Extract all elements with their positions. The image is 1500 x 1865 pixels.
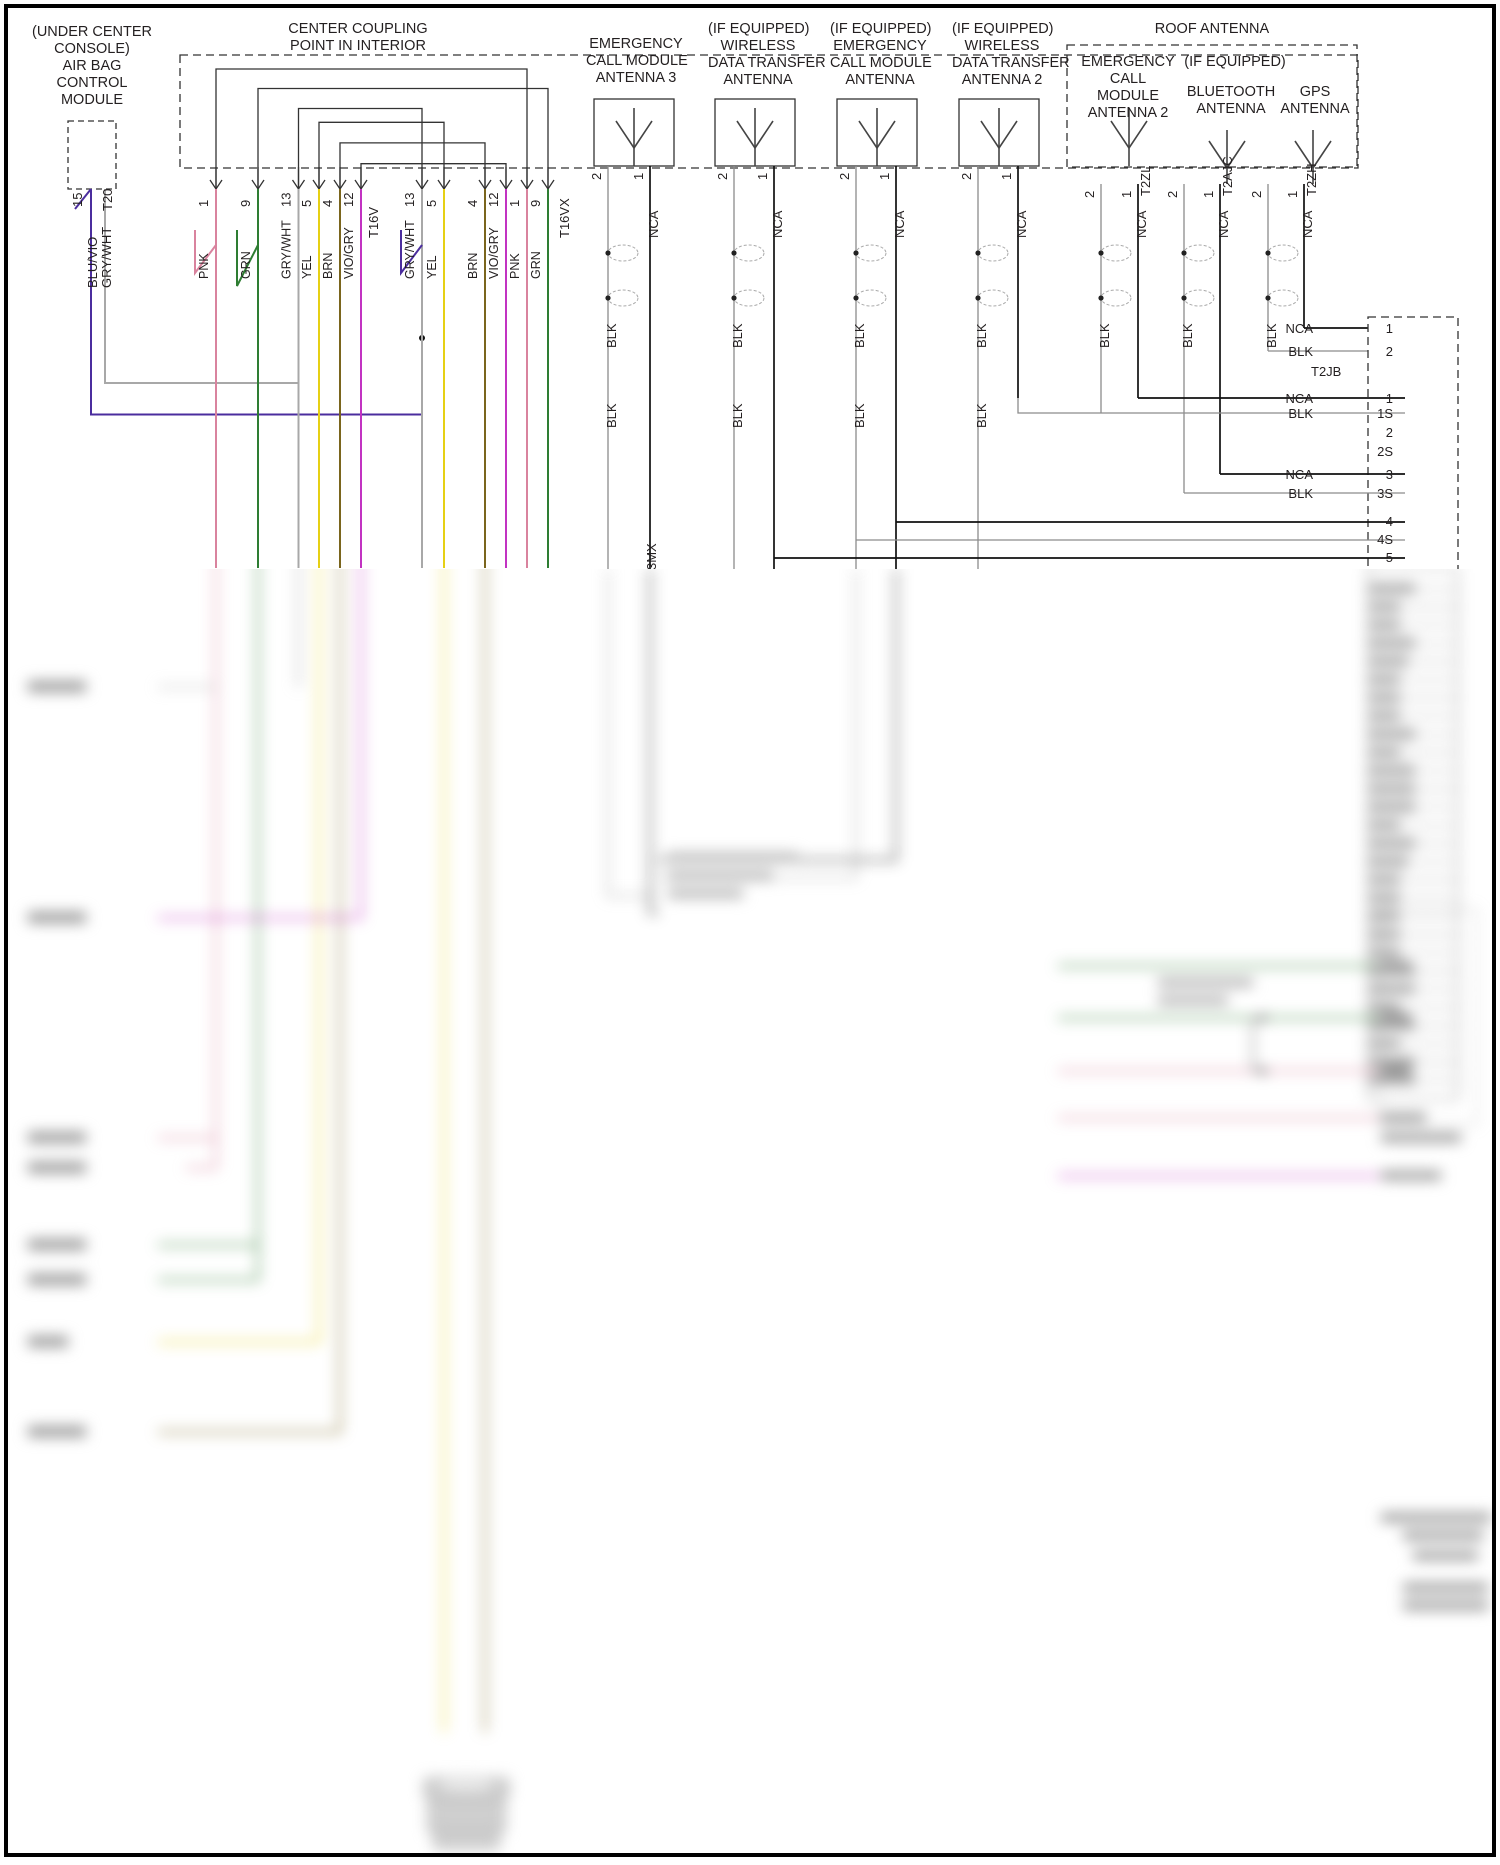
svg-text:VIO/GRY: VIO/GRY [487,226,501,279]
svg-text:1: 1 [755,173,770,180]
svg-text:1: 1 [1201,191,1216,198]
svg-text:2: 2 [1082,191,1097,198]
svg-text:3: 3 [1386,467,1393,482]
svg-text:9: 9 [528,200,543,207]
svg-text:BLK: BLK [1097,323,1112,348]
svg-text:T2JB: T2JB [1311,364,1341,379]
svg-text:T2ZH: T2ZH [1304,164,1319,197]
svg-text:9: 9 [238,200,253,207]
svg-text:NCA: NCA [1134,210,1149,238]
svg-text:1S: 1S [1377,406,1393,421]
svg-text:BLK: BLK [604,323,619,348]
svg-text:BLK: BLK [1288,406,1313,421]
svg-text:2: 2 [589,173,604,180]
svg-text:BLK: BLK [974,403,989,428]
svg-text:2: 2 [715,173,730,180]
svg-text:YEL: YEL [300,255,314,279]
svg-text:BLK: BLK [852,323,867,348]
svg-text:4S: 4S [1377,532,1393,547]
svg-text:1: 1 [1285,191,1300,198]
svg-text:2: 2 [1386,425,1393,440]
svg-text:1: 1 [196,200,211,207]
svg-text:GRN: GRN [529,251,543,279]
svg-text:BLK: BLK [730,403,745,428]
svg-text:4: 4 [1386,514,1393,529]
svg-text:GRY/WHT: GRY/WHT [280,220,294,279]
svg-text:1: 1 [631,173,646,180]
svg-text:BLK: BLK [604,403,619,428]
svg-text:2: 2 [1165,191,1180,198]
svg-text:BLK: BLK [730,323,745,348]
svg-text:12: 12 [486,193,501,207]
svg-text:2: 2 [837,173,852,180]
svg-text:BRN: BRN [321,253,335,279]
svg-text:BLK: BLK [1288,344,1313,359]
svg-text:BLK: BLK [1180,323,1195,348]
svg-text:2S: 2S [1377,444,1393,459]
svg-text:4: 4 [320,200,335,207]
svg-text:5: 5 [424,200,439,207]
svg-text:3S: 3S [1377,486,1393,501]
svg-text:2: 2 [1249,191,1264,198]
svg-text:NCA: NCA [1286,391,1314,406]
svg-text:VIO/GRY: VIO/GRY [342,226,356,279]
svg-text:YEL: YEL [425,255,439,279]
svg-text:GRY/WHT: GRY/WHT [403,220,417,279]
svg-text:15: 15 [70,193,85,207]
svg-text:NCA: NCA [770,210,785,238]
svg-text:12: 12 [341,193,356,207]
svg-text:T20: T20 [100,189,115,211]
svg-text:NCA: NCA [1286,321,1314,336]
svg-text:T2ZL: T2ZL [1138,166,1153,196]
svg-text:1: 1 [877,173,892,180]
svg-text:BLK: BLK [852,403,867,428]
svg-text:BRN: BRN [466,253,480,279]
svg-text:2: 2 [1386,344,1393,359]
svg-text:NCA: NCA [1300,210,1315,238]
svg-text:BLK: BLK [974,323,989,348]
svg-text:2: 2 [959,173,974,180]
svg-text:PNK: PNK [508,253,522,279]
svg-text:NCA: NCA [1286,467,1314,482]
svg-text:T16V: T16V [366,207,381,238]
svg-text:1: 1 [1119,191,1134,198]
svg-text:1: 1 [1386,391,1393,406]
svg-text:BLK: BLK [1264,323,1279,348]
svg-text:4: 4 [465,200,480,207]
svg-text:5: 5 [1386,550,1393,565]
svg-text:NCA: NCA [892,210,907,238]
svg-text:PNK: PNK [197,253,211,279]
svg-text:T16VX: T16VX [557,198,572,238]
svg-text:5: 5 [299,200,314,207]
svg-text:1: 1 [1386,321,1393,336]
svg-text:NCA: NCA [1216,210,1231,238]
svg-text:GRY/WHT: GRY/WHT [99,227,114,288]
svg-text:GRN: GRN [239,251,253,279]
svg-text:1: 1 [507,200,522,207]
svg-text:13: 13 [402,193,417,207]
svg-text:BLK: BLK [1288,486,1313,501]
svg-text:BLU/VIO: BLU/VIO [85,237,100,288]
svg-text:3MX: 3MX [644,543,659,569]
svg-text:NCA: NCA [646,210,661,238]
svg-text:13: 13 [279,193,294,207]
svg-text:NCA: NCA [1014,210,1029,238]
svg-text:1: 1 [999,173,1014,180]
svg-text:T2AJC: T2AJC [1220,156,1235,196]
